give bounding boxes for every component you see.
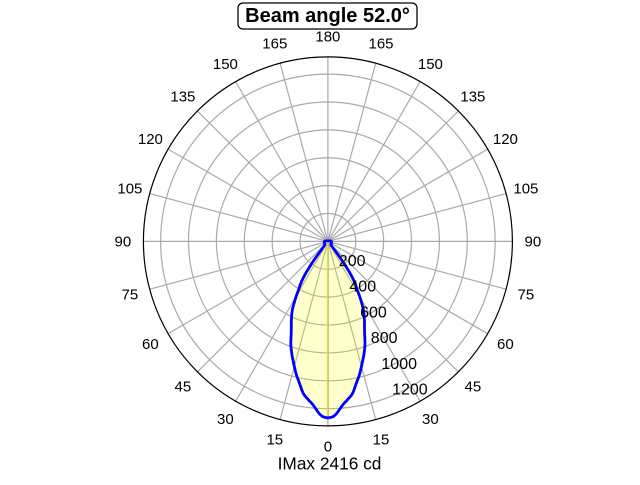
svg-text:135: 135 [460,89,485,106]
svg-text:600: 600 [360,304,387,321]
svg-text:90: 90 [525,234,542,251]
svg-text:30: 30 [217,411,234,428]
svg-text:105: 105 [513,181,538,198]
svg-text:200: 200 [339,253,366,270]
svg-text:90: 90 [115,234,132,251]
svg-text:1000: 1000 [381,356,417,373]
svg-text:45: 45 [175,379,192,396]
svg-text:0: 0 [324,439,332,456]
svg-text:60: 60 [142,336,159,353]
svg-text:165: 165 [368,36,393,53]
svg-text:180: 180 [315,29,340,46]
svg-text:400: 400 [349,279,376,296]
svg-text:Beam angle 52.0°: Beam angle 52.0° [245,5,410,27]
svg-text:15: 15 [266,432,283,449]
svg-text:150: 150 [213,56,238,73]
svg-text:60: 60 [497,336,514,353]
svg-text:800: 800 [371,330,398,347]
svg-text:75: 75 [518,287,535,304]
svg-text:120: 120 [493,131,518,148]
svg-text:30: 30 [422,411,439,428]
svg-text:45: 45 [465,379,482,396]
svg-text:120: 120 [138,131,163,148]
svg-text:IMax 2416 cd: IMax 2416 cd [278,454,382,474]
svg-text:1200: 1200 [392,382,428,399]
svg-text:75: 75 [122,287,139,304]
svg-text:15: 15 [373,432,390,449]
svg-text:105: 105 [117,181,142,198]
svg-text:150: 150 [418,56,443,73]
svg-text:165: 165 [262,36,287,53]
svg-text:135: 135 [170,89,195,106]
